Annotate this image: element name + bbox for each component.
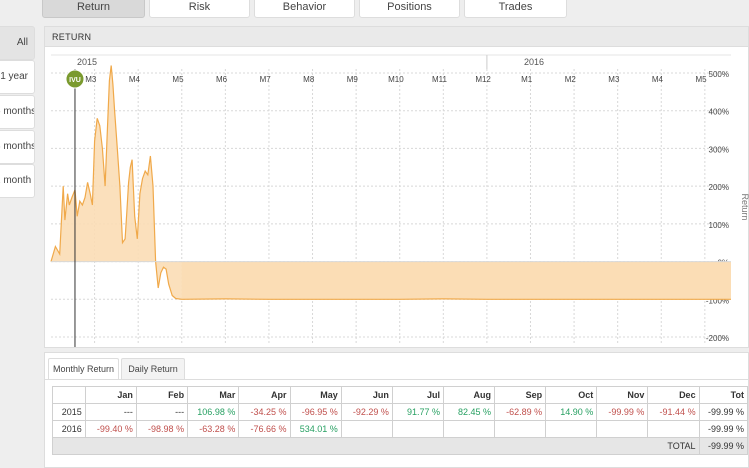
return-cell: -91.44 % (647, 403, 700, 421)
return-cell (596, 420, 649, 438)
return-cell: -34.25 % (238, 403, 291, 421)
return-cell: -98.98 % (135, 420, 189, 438)
tab-behavior[interactable]: Behavior (254, 0, 355, 18)
y-axis-title: Return (740, 193, 749, 220)
year-label-2015: 2015 (77, 57, 97, 67)
marker-label: IVU (69, 77, 81, 84)
panel-title: RETURN (45, 27, 748, 47)
table-row: 2016 -99.40 % -98.98 % -63.28 % -76.66 % 534.… (52, 420, 749, 438)
month-tick-label: M3 (85, 75, 97, 84)
period-all-button[interactable]: All (0, 26, 35, 60)
marker-badge (65, 69, 85, 89)
return-chart: 2015 2016 M3 M4 M5 M6 M7 M8 M9 M10 M11 M12 M1 M2 M3 M4 M… (50, 54, 749, 347)
period-3-months-button[interactable]: 3 months (0, 130, 35, 164)
month-tick-label: M4 (129, 75, 141, 84)
return-cell: --- (84, 403, 137, 421)
month-tick-label: M3 (608, 75, 620, 84)
period-6-months-button[interactable]: 6 months (0, 95, 35, 129)
month-tick-label: M1 (521, 75, 533, 84)
return-cell: -62.89 % (494, 403, 547, 421)
return-cell (340, 420, 393, 438)
tab-monthly-return[interactable]: Monthly Return (48, 358, 119, 380)
return-cell (494, 420, 547, 438)
column-header: Aug (442, 386, 496, 404)
month-tick-label: M4 (652, 75, 664, 84)
return-area (51, 65, 731, 300)
column-header: May (289, 386, 342, 404)
column-header: Jun (340, 386, 393, 404)
return-panel: RETURN 2015 2016 M3 M4 M5 M6 M7 M8 M9 M10 M11 M12 M1… (44, 26, 749, 348)
return-cell: -99.40 % (84, 420, 137, 438)
return-cell: -63.28 % (187, 420, 240, 438)
year-label-2016: 2016 (524, 57, 544, 67)
return-cell: 82.45 % (442, 403, 496, 421)
month-tick-label: M10 (388, 75, 404, 84)
total-row: TOTAL -99.99 % (52, 437, 749, 455)
return-cell: -96.95 % (289, 403, 342, 421)
column-header: Jan (84, 386, 137, 404)
column-header (52, 386, 86, 404)
tab-positions[interactable]: Positions (359, 0, 460, 18)
column-header: Feb (135, 386, 189, 404)
row-total-cell: -99.99 % (698, 420, 749, 438)
return-cell (442, 420, 496, 438)
month-tick-label: M11 (432, 75, 448, 84)
month-tick-label: M5 (172, 75, 184, 84)
return-line (50, 65, 731, 300)
y-tick-label: 200% (709, 183, 729, 192)
month-tick-label: M9 (347, 75, 359, 84)
y-tick-label: 300% (709, 145, 729, 154)
tab-return[interactable]: Return (42, 0, 145, 18)
table-row: 2015 --- --- 106.98 % -34.25 % -96.95 % -92.29… (52, 403, 749, 421)
row-total-cell: -99.99 % (698, 403, 749, 421)
column-header: Jul (391, 386, 444, 404)
return-cell (647, 420, 700, 438)
total-value: -99.99 % (698, 437, 749, 455)
column-header: Tot (698, 386, 749, 404)
column-header: Nov (596, 386, 649, 404)
monthly-return-table: Jan Feb Mar Apr May Jun Jul Aug Sep Oct Nov Dec Tot 2… (52, 386, 749, 455)
month-tick-label: M12 (475, 75, 491, 84)
y-tick-label: 100% (709, 221, 729, 230)
return-cell: 534.01 % (289, 420, 342, 438)
y-tick-label: 400% (709, 108, 729, 117)
tab-trades[interactable]: Trades (464, 0, 567, 18)
period-1-month-button[interactable]: 1 month (0, 164, 35, 198)
column-header: Dec (647, 386, 700, 404)
return-cell: -76.66 % (238, 420, 291, 438)
column-header: Sep (494, 386, 547, 404)
monthly-return-section: Monthly Return Daily Return Jan Feb Mar Apr… (44, 352, 749, 468)
month-tick-label: M7 (260, 75, 272, 84)
year-cell: 2015 (52, 403, 86, 421)
tab-divider (45, 379, 748, 380)
month-tick-label: M6 (216, 75, 228, 84)
table-header-row: Jan Feb Mar Apr May Jun Jul Aug Sep Oct Nov Dec Tot (52, 386, 749, 404)
y-tick-label: -100% (706, 296, 729, 305)
return-cell: 14.90 % (545, 403, 598, 421)
tab-daily-return[interactable]: Daily Return (121, 358, 185, 379)
y-tick-label: 500% (709, 70, 729, 79)
column-header: Oct (545, 386, 598, 404)
return-cell: -92.29 % (340, 403, 393, 421)
return-cell: 91.77 % (391, 403, 444, 421)
year-cell: 2016 (52, 420, 86, 438)
tab-risk[interactable]: Risk (149, 0, 250, 18)
return-cell (391, 420, 444, 438)
month-tick-label: M5 (695, 75, 707, 84)
y-tick-label: -200% (706, 334, 729, 343)
period-1-year-button[interactable]: 1 year (0, 60, 35, 94)
month-tick-label: M8 (303, 75, 315, 84)
column-header: Mar (187, 386, 240, 404)
return-cell: -99.99 % (596, 403, 649, 421)
total-label: TOTAL (52, 437, 700, 455)
column-header: Apr (238, 386, 291, 404)
return-cell: 106.98 % (187, 403, 240, 421)
return-cell: --- (135, 403, 189, 421)
month-tick-label: M2 (565, 75, 577, 84)
return-cell (545, 420, 598, 438)
